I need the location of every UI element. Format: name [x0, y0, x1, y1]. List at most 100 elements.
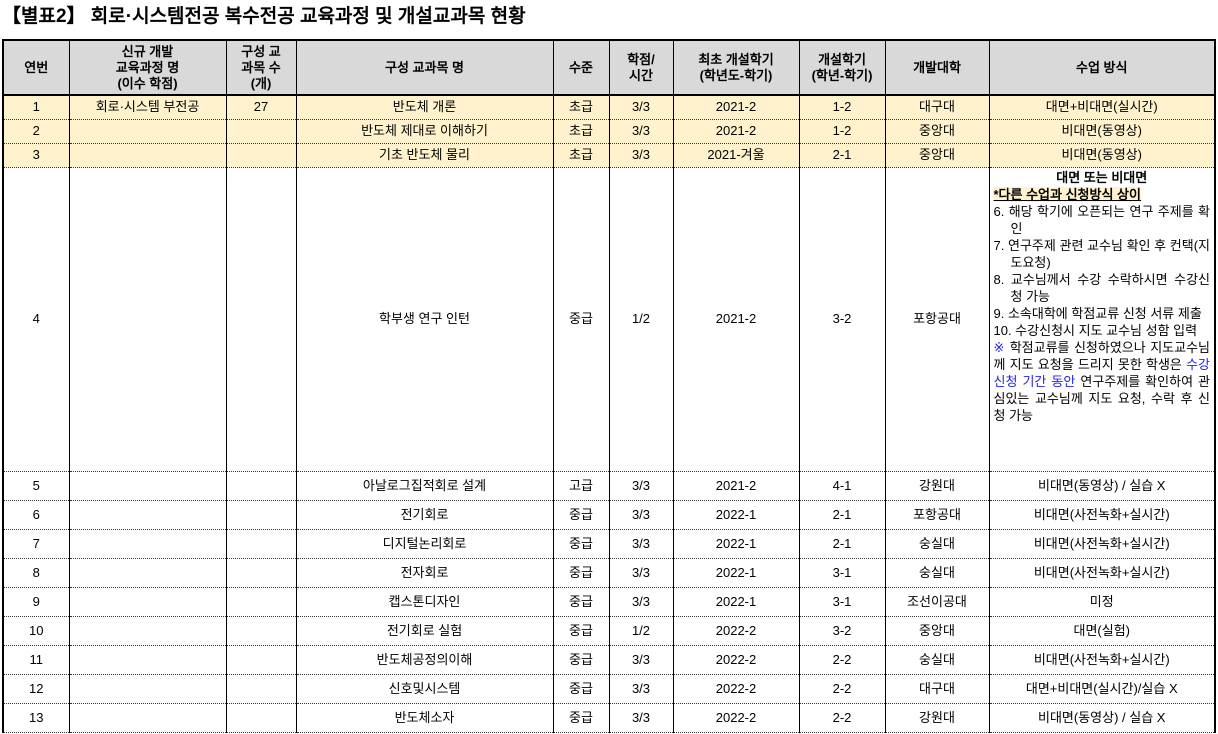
cell-credit: 3/3 [608, 703, 674, 733]
cell-method: 비대면(사전녹화+실시간) [988, 529, 1216, 559]
cell-term: 4-1 [798, 471, 886, 501]
cell-method: 비대면(동영상) / 실습 X [988, 471, 1216, 501]
cell-credit: 1/2 [608, 167, 674, 472]
cell-term: 2-2 [798, 674, 886, 704]
cell-no: 8 [2, 558, 70, 588]
table-row: 2 반도체 제대로 이해하기 초급 3/3 2021-2 1-2 중앙대 비대면… [2, 119, 1216, 144]
cell-count [225, 167, 297, 472]
cell-program [68, 616, 227, 646]
cell-first-term: 2021-겨울 [672, 143, 800, 168]
cell-level: 초급 [552, 143, 610, 168]
cell-univ: 포항공대 [884, 500, 990, 530]
cell-level: 중급 [552, 587, 610, 617]
cell-term: 1-2 [798, 119, 886, 144]
cell-first-term: 2022-2 [672, 703, 800, 733]
cell-count [225, 529, 297, 559]
table-row: 8 전자회로 중급 3/3 2022-1 3-1 숭실대 비대면(사전녹화+실시… [2, 558, 1216, 588]
cell-no: 9 [2, 587, 70, 617]
cell-no: 5 [2, 471, 70, 501]
cell-method: 대면+비대면(실시간) [988, 95, 1216, 120]
cell-course: 전자회로 [295, 558, 554, 588]
cell-first-term: 2021-2 [672, 471, 800, 501]
method-warning-text: *다른 수업과 신청방식 상이 [993, 186, 1141, 202]
cell-level: 초급 [552, 119, 610, 144]
cell-univ: 중앙대 [884, 616, 990, 646]
cell-term: 2-1 [798, 529, 886, 559]
method-step: 10. 수강신청시 지도 교수님 성함 입력 [993, 322, 1198, 338]
cell-first-term: 2022-2 [672, 645, 800, 675]
cell-no: 6 [2, 500, 70, 530]
cell-level: 중급 [552, 703, 610, 733]
cell-credit: 3/3 [608, 95, 674, 120]
cell-method: 대면(실험) [988, 616, 1216, 646]
table-row-research-intern: 4 학부생 연구 인턴 중급 1/2 2021-2 3-2 포항공대 대면 또는… [2, 167, 1216, 472]
cell-program [68, 471, 227, 501]
cell-level: 중급 [552, 558, 610, 588]
cell-program [68, 167, 227, 472]
cell-credit: 3/3 [608, 587, 674, 617]
cell-first-term: 2022-1 [672, 587, 800, 617]
cell-program: 회로·시스템 부전공 [68, 95, 227, 120]
col-header-program: 신규 개발 교육과정 명 (이수 학점) [68, 40, 227, 96]
cell-course: 반도체공정의이해 [295, 645, 554, 675]
table-row: 12 신호및시스템 중급 3/3 2022-2 2-2 대구대 대면+비대면(실… [2, 674, 1216, 704]
cell-program [68, 143, 227, 168]
table-row: 9 캡스톤디자인 중급 3/3 2022-1 3-1 조선이공대 미정 [2, 587, 1216, 617]
cell-program [68, 645, 227, 675]
cell-first-term: 2022-1 [672, 558, 800, 588]
cell-course: 반도체소자 [295, 703, 554, 733]
cell-course: 기초 반도체 물리 [295, 143, 554, 168]
cell-course: 반도체 개론 [295, 95, 554, 120]
cell-credit: 3/3 [608, 674, 674, 704]
cell-term: 2-1 [798, 143, 886, 168]
col-header-method: 수업 방식 [988, 40, 1216, 96]
table-row: 10 전기회로 실험 중급 1/2 2022-2 3-2 중앙대 대면(실험) [2, 616, 1216, 646]
cell-count [225, 558, 297, 588]
cell-no: 11 [2, 645, 70, 675]
cell-no: 12 [2, 674, 70, 704]
cell-first-term: 2022-2 [672, 674, 800, 704]
cell-univ: 중앙대 [884, 119, 990, 144]
cell-count [225, 703, 297, 733]
cell-term: 3-1 [798, 558, 886, 588]
table-row: 11 반도체공정의이해 중급 3/3 2022-2 2-2 숭실대 비대면(사전… [2, 645, 1216, 675]
cell-univ: 숭실대 [884, 529, 990, 559]
cell-count [225, 587, 297, 617]
cell-univ: 대구대 [884, 674, 990, 704]
cell-program [68, 587, 227, 617]
cell-univ: 강원대 [884, 703, 990, 733]
col-header-no: 연번 [2, 40, 70, 96]
cell-method: 비대면(동영상) [988, 119, 1216, 144]
method-note: ※ 학점교류를 신청하였으나 지도교수님께 지도 요청을 드리지 못한 학생은 … [993, 339, 1211, 423]
cell-credit: 3/3 [608, 558, 674, 588]
cell-method: 비대면(동영상) [988, 143, 1216, 168]
col-header-credit: 학점/ 시간 [608, 40, 674, 96]
table-row: 1 회로·시스템 부전공 27 반도체 개론 초급 3/3 2021-2 1-2… [2, 95, 1216, 120]
table-row: 6 전기회로 중급 3/3 2022-1 2-1 포항공대 비대면(사전녹화+실… [2, 500, 1216, 530]
table-row: 7 디지털논리회로 중급 3/3 2022-1 2-1 숭실대 비대면(사전녹화… [2, 529, 1216, 559]
cell-count [225, 645, 297, 675]
cell-program [68, 674, 227, 704]
cell-method: 비대면(사전녹화+실시간) [988, 645, 1216, 675]
cell-course: 디지털논리회로 [295, 529, 554, 559]
cell-level: 중급 [552, 674, 610, 704]
cell-term: 3-1 [798, 587, 886, 617]
cell-term: 3-2 [798, 167, 886, 472]
cell-credit: 3/3 [608, 471, 674, 501]
cell-level: 고급 [552, 471, 610, 501]
cell-term: 2-2 [798, 645, 886, 675]
cell-univ: 숭실대 [884, 558, 990, 588]
cell-credit: 3/3 [608, 143, 674, 168]
col-header-course: 구성 교과목 명 [295, 40, 554, 96]
cell-count [225, 119, 297, 144]
cell-no: 4 [2, 167, 70, 472]
method-step: 9. 소속대학에 학점교류 신청 서류 제출 [993, 305, 1202, 321]
cell-univ: 강원대 [884, 471, 990, 501]
cell-first-term: 2022-1 [672, 500, 800, 530]
cell-count [225, 471, 297, 501]
method-step: 6. 해당 학기에 오픈되는 연구 주제를 확인 [993, 203, 1211, 236]
cell-program [68, 119, 227, 144]
cell-univ: 중앙대 [884, 143, 990, 168]
course-table: 연번 신규 개발 교육과정 명 (이수 학점) 구성 교 과목 수 (개) 구성… [2, 39, 1216, 733]
